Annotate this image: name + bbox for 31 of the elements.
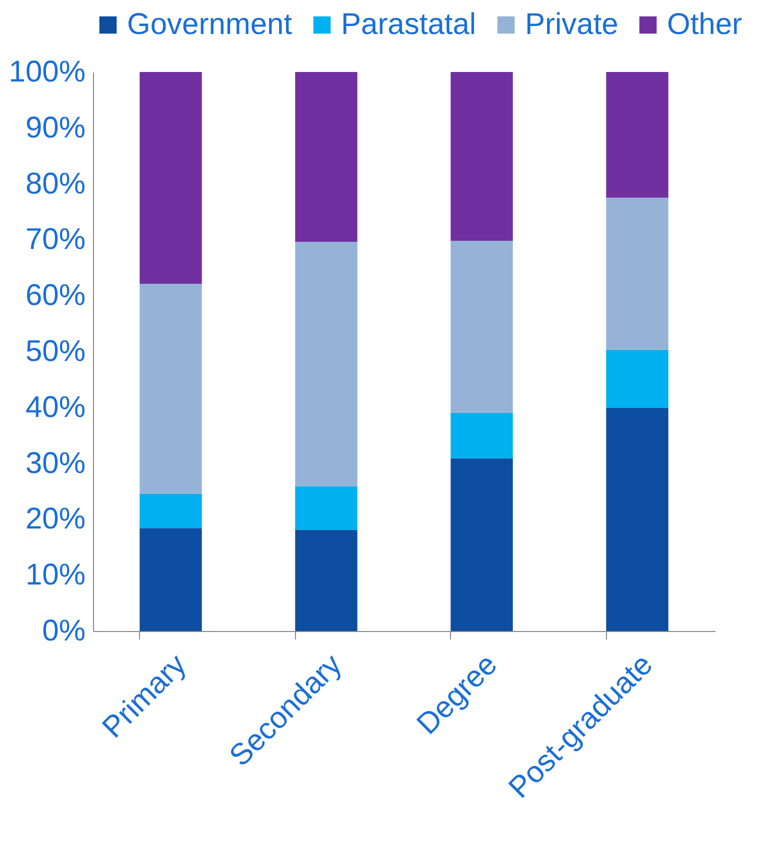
- y-tick-label: 90%: [25, 111, 86, 144]
- bar: [140, 494, 202, 528]
- bar: [606, 350, 668, 408]
- y-tick-label: 30%: [25, 446, 86, 480]
- y-tick-label: 50%: [25, 335, 86, 368]
- bar: [606, 72, 668, 198]
- y-tick-label: 70%: [25, 223, 86, 256]
- legend-label: Government: [127, 8, 293, 41]
- bar: [295, 72, 358, 242]
- bar: [606, 198, 668, 350]
- bar: [295, 486, 358, 530]
- legend-label: Private: [525, 8, 618, 41]
- bar: [295, 530, 358, 631]
- y-tick-label: 20%: [25, 502, 86, 536]
- y-tick-label: 40%: [25, 390, 86, 424]
- y-tick-label: 10%: [25, 558, 86, 592]
- bar: [295, 242, 358, 486]
- bar: [140, 528, 202, 631]
- bar: [140, 72, 202, 284]
- legend-label: Parastatal: [341, 8, 476, 41]
- y-tick-label: 100%: [8, 56, 86, 88]
- bar: [140, 284, 202, 494]
- bar: [450, 240, 513, 413]
- bar: [450, 72, 513, 241]
- bar: [606, 408, 668, 631]
- y-tick-label: 80%: [25, 167, 86, 200]
- y-tick-label: 0%: [42, 614, 86, 648]
- y-tick-label: 60%: [25, 279, 86, 312]
- legend-label: Other: [667, 8, 742, 41]
- bar: [450, 458, 513, 631]
- bar: [450, 412, 513, 458]
